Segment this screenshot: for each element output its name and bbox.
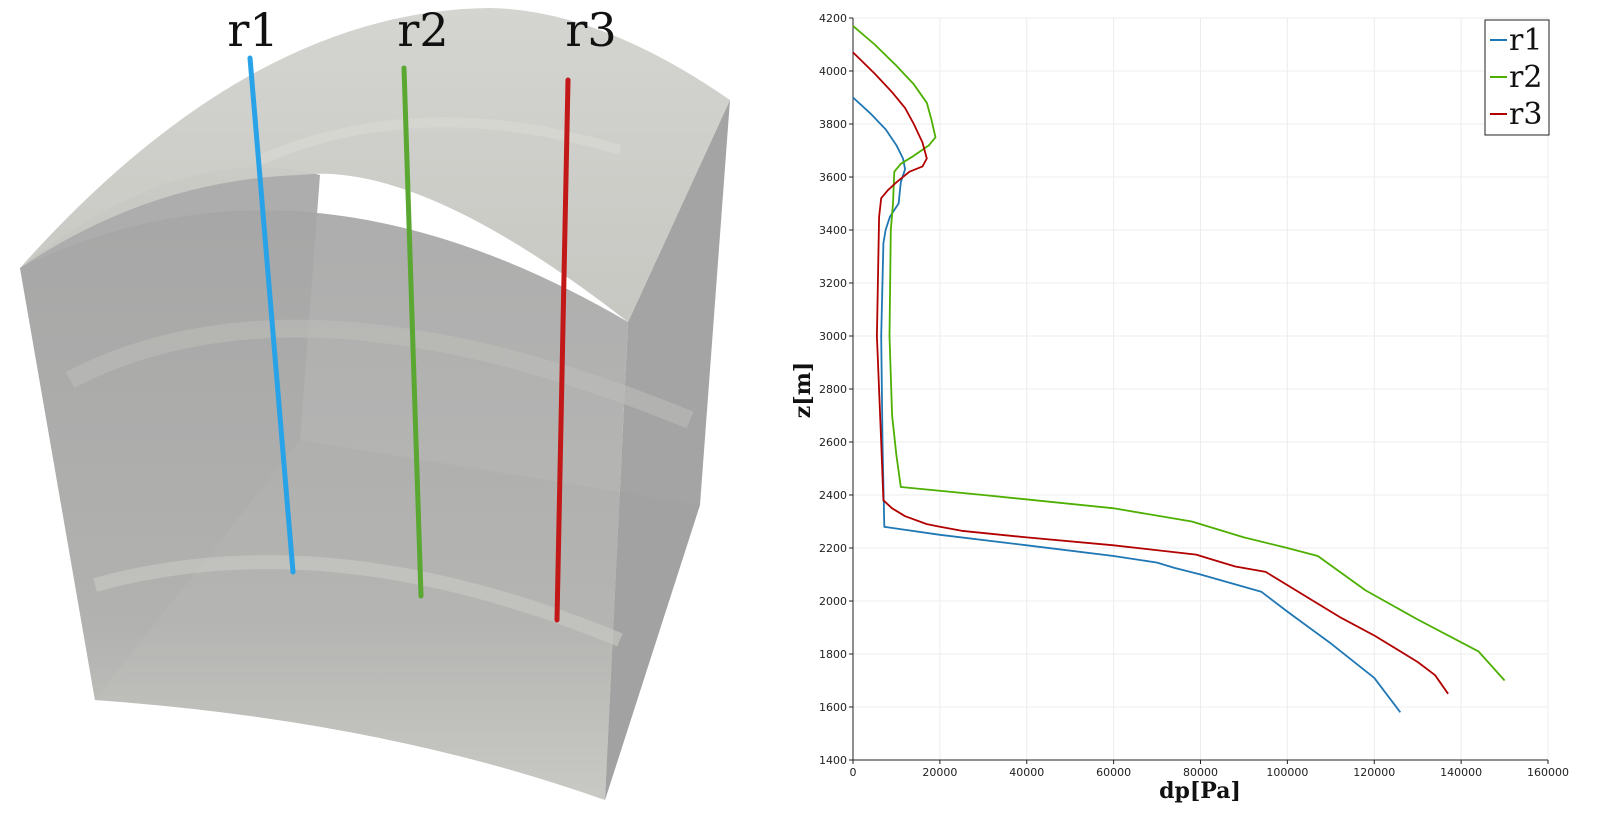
series-line-r1 <box>852 96 1402 713</box>
series-line-r2 <box>852 25 1506 682</box>
horizon-band-lower <box>93 555 623 647</box>
well-label-r1: r1 <box>227 3 278 57</box>
y-tick-label: 1800 <box>819 648 847 661</box>
y-axis-title: z[m] <box>790 362 816 419</box>
x-axis-title: dp[Pa] <box>1159 778 1241 804</box>
well-r3 <box>554 77 571 623</box>
well-r1 <box>247 55 296 575</box>
y-tick-label: 3400 <box>819 224 847 237</box>
chart-series <box>852 25 1506 713</box>
well-label-r2: r2 <box>397 3 448 57</box>
y-tick-label: 1400 <box>819 754 847 767</box>
y-tick-label: 2000 <box>819 595 847 608</box>
horizon-band-upper <box>65 319 694 429</box>
y-tick-label: 3800 <box>819 118 847 131</box>
x-tick-label: 0 <box>850 766 857 779</box>
x-tick-label: 140000 <box>1440 766 1482 779</box>
y-tick-label: 4000 <box>819 65 847 78</box>
chart-grid <box>852 17 1549 761</box>
x-tick-label: 20000 <box>922 766 957 779</box>
model-top-surface <box>20 8 730 322</box>
series-line-r3 <box>852 51 1449 695</box>
y-tick-label: 4200 <box>819 12 847 25</box>
y-tick-label: 2800 <box>819 383 847 396</box>
pressure-depth-chart: 0 20000 40000 60000 80000 100000 120000 140000 1… <box>790 12 1569 804</box>
y-tick-label: 3000 <box>819 330 847 343</box>
y-tick-label: 3200 <box>819 277 847 290</box>
chart-ticks: 0 20000 40000 60000 80000 100000 120000 140000 1… <box>819 12 1569 779</box>
x-tick-label: 100000 <box>1266 766 1308 779</box>
legend-label-r2: r2 <box>1509 60 1542 95</box>
y-tick-label: 1600 <box>819 701 847 714</box>
well-scene-3d: r1 r2 r3 <box>20 3 730 801</box>
well-label-r3: r3 <box>565 3 616 57</box>
y-tick-label: 2400 <box>819 489 847 502</box>
model-front-face <box>20 210 628 801</box>
legend-label-r3: r3 <box>1509 97 1542 132</box>
x-tick-label: 120000 <box>1353 766 1395 779</box>
x-tick-label: 160000 <box>1527 766 1569 779</box>
x-tick-label: 80000 <box>1183 766 1218 779</box>
y-tick-label: 2600 <box>819 436 847 449</box>
y-tick-label: 2200 <box>819 542 847 555</box>
x-tick-label: 40000 <box>1009 766 1044 779</box>
well-r2 <box>401 65 424 599</box>
legend-label-r1: r1 <box>1509 23 1542 58</box>
y-tick-label: 3600 <box>819 171 847 184</box>
model-right-face <box>605 100 730 800</box>
x-tick-label: 60000 <box>1096 766 1131 779</box>
